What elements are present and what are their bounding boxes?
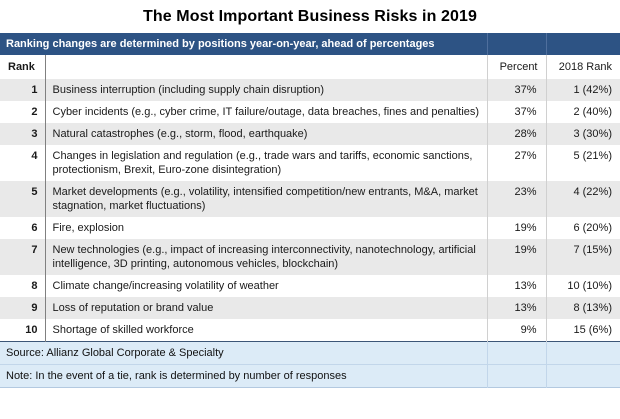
- rank-cell: 1: [0, 79, 46, 101]
- source-row: Source: Allianz Global Corporate & Speci…: [0, 341, 620, 365]
- risk-cell: Cyber incidents (e.g., cyber crime, IT f…: [45, 101, 487, 123]
- rank-cell: 6: [0, 217, 46, 239]
- rank-cell: 2: [0, 101, 46, 123]
- rank-cell: 5: [0, 181, 46, 217]
- table-row: 8 Climate change/increasing volatility o…: [0, 275, 620, 297]
- percent-cell: 28%: [486, 123, 546, 145]
- risk-column-header: [45, 55, 487, 79]
- rank2018-cell: 10 (10%): [545, 275, 620, 297]
- rank2018-cell: 15 (6%): [545, 319, 620, 342]
- percent-cell: 19%: [486, 217, 546, 239]
- rank2018-cell: 4 (22%): [545, 181, 620, 217]
- note-percent-cell: [486, 364, 546, 388]
- risk-cell: Loss of reputation or brand value: [45, 297, 487, 319]
- percent-cell: 13%: [486, 275, 546, 297]
- note-text: Note: In the event of a tie, rank is det…: [0, 364, 487, 388]
- percent-column-header: Percent: [486, 55, 546, 79]
- risk-cell: Climate change/increasing volatility of …: [45, 275, 487, 297]
- percent-cell: 19%: [486, 239, 546, 275]
- rank2018-cell: 7 (15%): [545, 239, 620, 275]
- table-row: 10 Shortage of skilled workforce 9% 15 (…: [0, 319, 620, 342]
- source-text: Source: Allianz Global Corporate & Speci…: [0, 341, 487, 365]
- rank-cell: 9: [0, 297, 46, 319]
- rank-cell: 3: [0, 123, 46, 145]
- column-header-row: Rank Percent 2018 Rank: [0, 55, 620, 79]
- rank-column-header: Rank: [0, 55, 46, 79]
- table-row: 9 Loss of reputation or brand value 13% …: [0, 297, 620, 319]
- rank2018-cell: 3 (30%): [545, 123, 620, 145]
- rank-cell: 10: [0, 319, 46, 342]
- source-percent-cell: [486, 341, 546, 365]
- rank2018-cell: 2 (40%): [545, 101, 620, 123]
- percent-cell: 37%: [486, 101, 546, 123]
- table-row: 5 Market developments (e.g., volatility,…: [0, 181, 620, 217]
- risk-cell: Market developments (e.g., volatility, i…: [45, 181, 487, 217]
- risk-cell: Changes in legislation and regulation (e…: [45, 145, 487, 181]
- risk-cell: Business interruption (including supply …: [45, 79, 487, 101]
- rank2018-cell: 5 (21%): [545, 145, 620, 181]
- rank-cell: 7: [0, 239, 46, 275]
- risk-cell: Shortage of skilled workforce: [45, 319, 487, 342]
- risk-cell: Natural catastrophes (e.g., storm, flood…: [45, 123, 487, 145]
- note-row: Note: In the event of a tie, rank is det…: [0, 364, 620, 388]
- percent-cell: 27%: [486, 145, 546, 181]
- page-title: The Most Important Business Risks in 201…: [143, 8, 477, 25]
- table-row: 3 Natural catastrophes (e.g., storm, flo…: [0, 123, 620, 145]
- rank2018-cell: 8 (13%): [545, 297, 620, 319]
- rank2018-cell: 6 (20%): [545, 217, 620, 239]
- table-row: 4 Changes in legislation and regulation …: [0, 145, 620, 181]
- table-row: 1 Business interruption (including suppl…: [0, 79, 620, 101]
- banner-2018rank-cell: [545, 33, 620, 55]
- table-row: 6 Fire, explosion 19% 6 (20%): [0, 217, 620, 239]
- banner-percent-cell: [486, 33, 546, 55]
- rank2018-column-header: 2018 Rank: [545, 55, 620, 79]
- banner-row: Ranking changes are determined by positi…: [0, 33, 620, 55]
- rank-cell: 8: [0, 275, 46, 297]
- percent-cell: 13%: [486, 297, 546, 319]
- risk-cell: New technologies (e.g., impact of increa…: [45, 239, 487, 275]
- risk-cell: Fire, explosion: [45, 217, 487, 239]
- source-2018rank-cell: [545, 341, 620, 365]
- percent-cell: 23%: [486, 181, 546, 217]
- rank2018-cell: 1 (42%): [545, 79, 620, 101]
- banner-text: Ranking changes are determined by positi…: [0, 33, 487, 55]
- percent-cell: 37%: [486, 79, 546, 101]
- percent-cell: 9%: [486, 319, 546, 342]
- rank-cell: 4: [0, 145, 46, 181]
- business-risks-table: Ranking changes are determined by positi…: [0, 33, 620, 388]
- table-row: 2 Cyber incidents (e.g., cyber crime, IT…: [0, 101, 620, 123]
- table-row: 7 New technologies (e.g., impact of incr…: [0, 239, 620, 275]
- note-2018rank-cell: [545, 364, 620, 388]
